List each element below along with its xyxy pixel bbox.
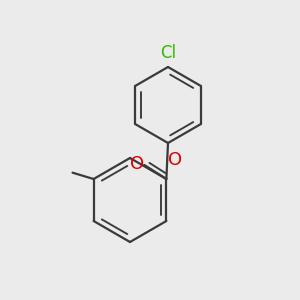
Text: O: O	[130, 155, 144, 173]
Text: Cl: Cl	[160, 44, 176, 62]
Text: O: O	[168, 151, 182, 169]
